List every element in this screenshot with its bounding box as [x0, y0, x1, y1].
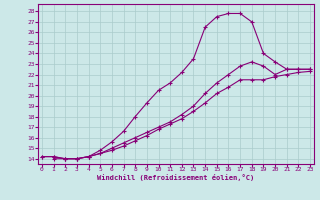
- X-axis label: Windchill (Refroidissement éolien,°C): Windchill (Refroidissement éolien,°C): [97, 174, 255, 181]
